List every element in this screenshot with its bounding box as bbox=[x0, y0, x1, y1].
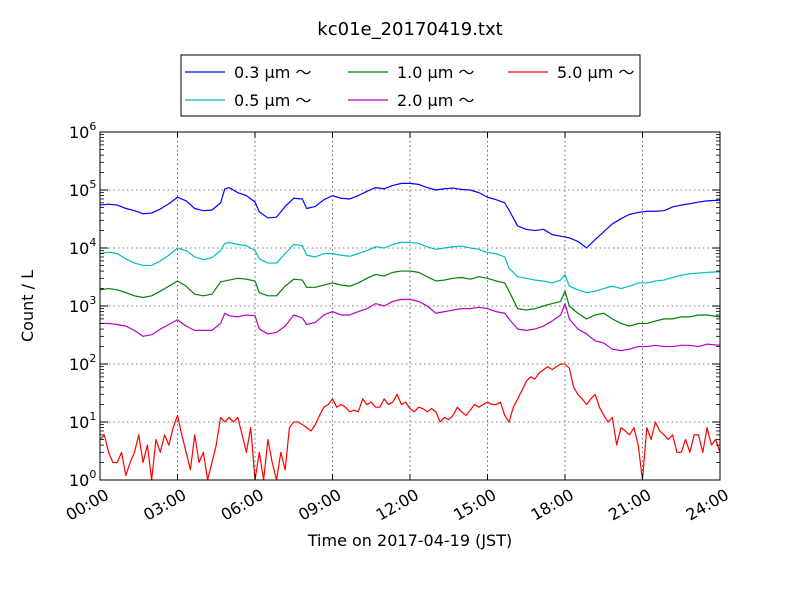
series-lines bbox=[99, 182, 721, 481]
x-tick-label: 15:00 bbox=[450, 485, 499, 525]
legend-frame bbox=[180, 54, 641, 117]
legend-label: 2.0 μm ～ bbox=[397, 91, 474, 110]
x-tick-label: 12:00 bbox=[373, 485, 422, 525]
series-line bbox=[99, 182, 721, 249]
y-tick-label: 105 bbox=[69, 178, 96, 200]
y-tick-label: 102 bbox=[69, 352, 96, 374]
y-tick-label: 103 bbox=[69, 294, 96, 316]
x-axis-label: Time on 2017-04-19 (JST) bbox=[307, 531, 512, 550]
plot-frame bbox=[99, 131, 721, 481]
legend-label: 5.0 μm ～ bbox=[557, 63, 634, 82]
x-tick-label: 24:00 bbox=[683, 485, 732, 525]
x-tick-label: 18:00 bbox=[528, 485, 577, 525]
series-line bbox=[99, 363, 721, 481]
legend: 0.3 μm ～ 0.5 μm ～ 1.0 μm ～ 2.0 μm ～ 5.0 μm ～ bbox=[180, 54, 641, 117]
y-tick-label: 104 bbox=[69, 236, 96, 258]
y-axis-label: Count / L bbox=[18, 270, 37, 342]
plot-background bbox=[100, 132, 720, 480]
x-tick-label: 00:00 bbox=[63, 485, 112, 525]
y-tick-label: 100 bbox=[69, 468, 96, 490]
x-tick-label: 21:00 bbox=[605, 485, 654, 525]
x-tick-label: 06:00 bbox=[218, 485, 267, 525]
x-tick-label: 09:00 bbox=[295, 485, 344, 525]
series-line bbox=[99, 241, 721, 294]
series-line bbox=[100, 298, 721, 352]
y-tick-label: 101 bbox=[69, 410, 96, 432]
series-line bbox=[99, 270, 721, 327]
y-tick-label: 106 bbox=[69, 120, 96, 142]
legend-label: 0.3 μm ～ bbox=[234, 63, 311, 82]
legend-label: 1.0 μm ～ bbox=[397, 63, 474, 82]
x-tick-label: 03:00 bbox=[140, 485, 189, 525]
legend-label: 0.5 μm ～ bbox=[234, 91, 311, 110]
chart-title: kc01e_20170419.txt bbox=[317, 19, 503, 40]
